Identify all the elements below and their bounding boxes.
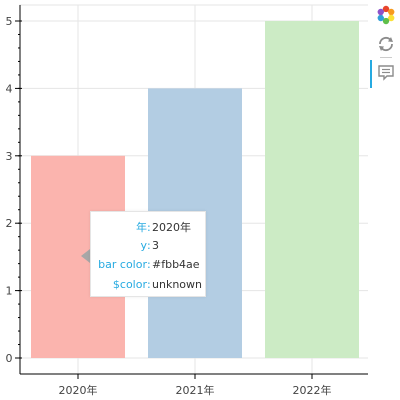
toolbar-divider xyxy=(380,57,392,58)
tooltip-arrow xyxy=(81,249,90,263)
tooltip-value: unknown xyxy=(152,278,202,291)
x-tick-label: 2020年 xyxy=(59,383,98,397)
active-tool-indicator xyxy=(370,60,372,88)
tooltip-row-year: 年:2020年 xyxy=(136,221,191,234)
bar-chart: 0 1 2 3 4 5 2020年 2021年 2022年 xyxy=(6,4,368,397)
tooltip-row-y: y:3 xyxy=(140,239,159,252)
y-tick-label: 5 xyxy=(6,15,13,28)
y-tick-label: 4 xyxy=(6,82,13,95)
x-tick-label: 2021年 xyxy=(176,383,215,397)
reset-icon[interactable] xyxy=(376,34,396,54)
y-tick-label: 2 xyxy=(6,217,13,230)
tooltip-label: y xyxy=(140,239,147,252)
toolbar xyxy=(368,0,400,100)
y-tick-label: 3 xyxy=(6,150,13,163)
axes: 0 1 2 3 4 5 2020年 2021年 2022年 xyxy=(6,5,368,397)
tooltip-value: 2020年 xyxy=(152,221,191,234)
tooltip-label: 年 xyxy=(136,221,147,234)
tooltip-row-bar-color: bar color: #fbb4ae xyxy=(98,258,200,271)
tooltip-label: bar color xyxy=(98,258,147,271)
bar[interactable] xyxy=(265,21,359,358)
hover-tooltip: 年:2020年 y:3 bar color: #fbb4ae $color: unk… xyxy=(90,211,206,297)
tooltip-row-color: $color: unknown xyxy=(112,278,202,291)
x-tick-label: 2022年 xyxy=(293,383,332,397)
tooltip-label: $color xyxy=(112,278,147,291)
y-tick-label: 0 xyxy=(6,352,13,365)
hover-icon[interactable] xyxy=(376,63,396,83)
y-tick-label: 1 xyxy=(6,285,13,298)
tooltip-value: #fbb4ae xyxy=(152,258,200,271)
bokeh-logo-icon[interactable] xyxy=(376,5,396,25)
tooltip-value: 3 xyxy=(152,239,159,252)
